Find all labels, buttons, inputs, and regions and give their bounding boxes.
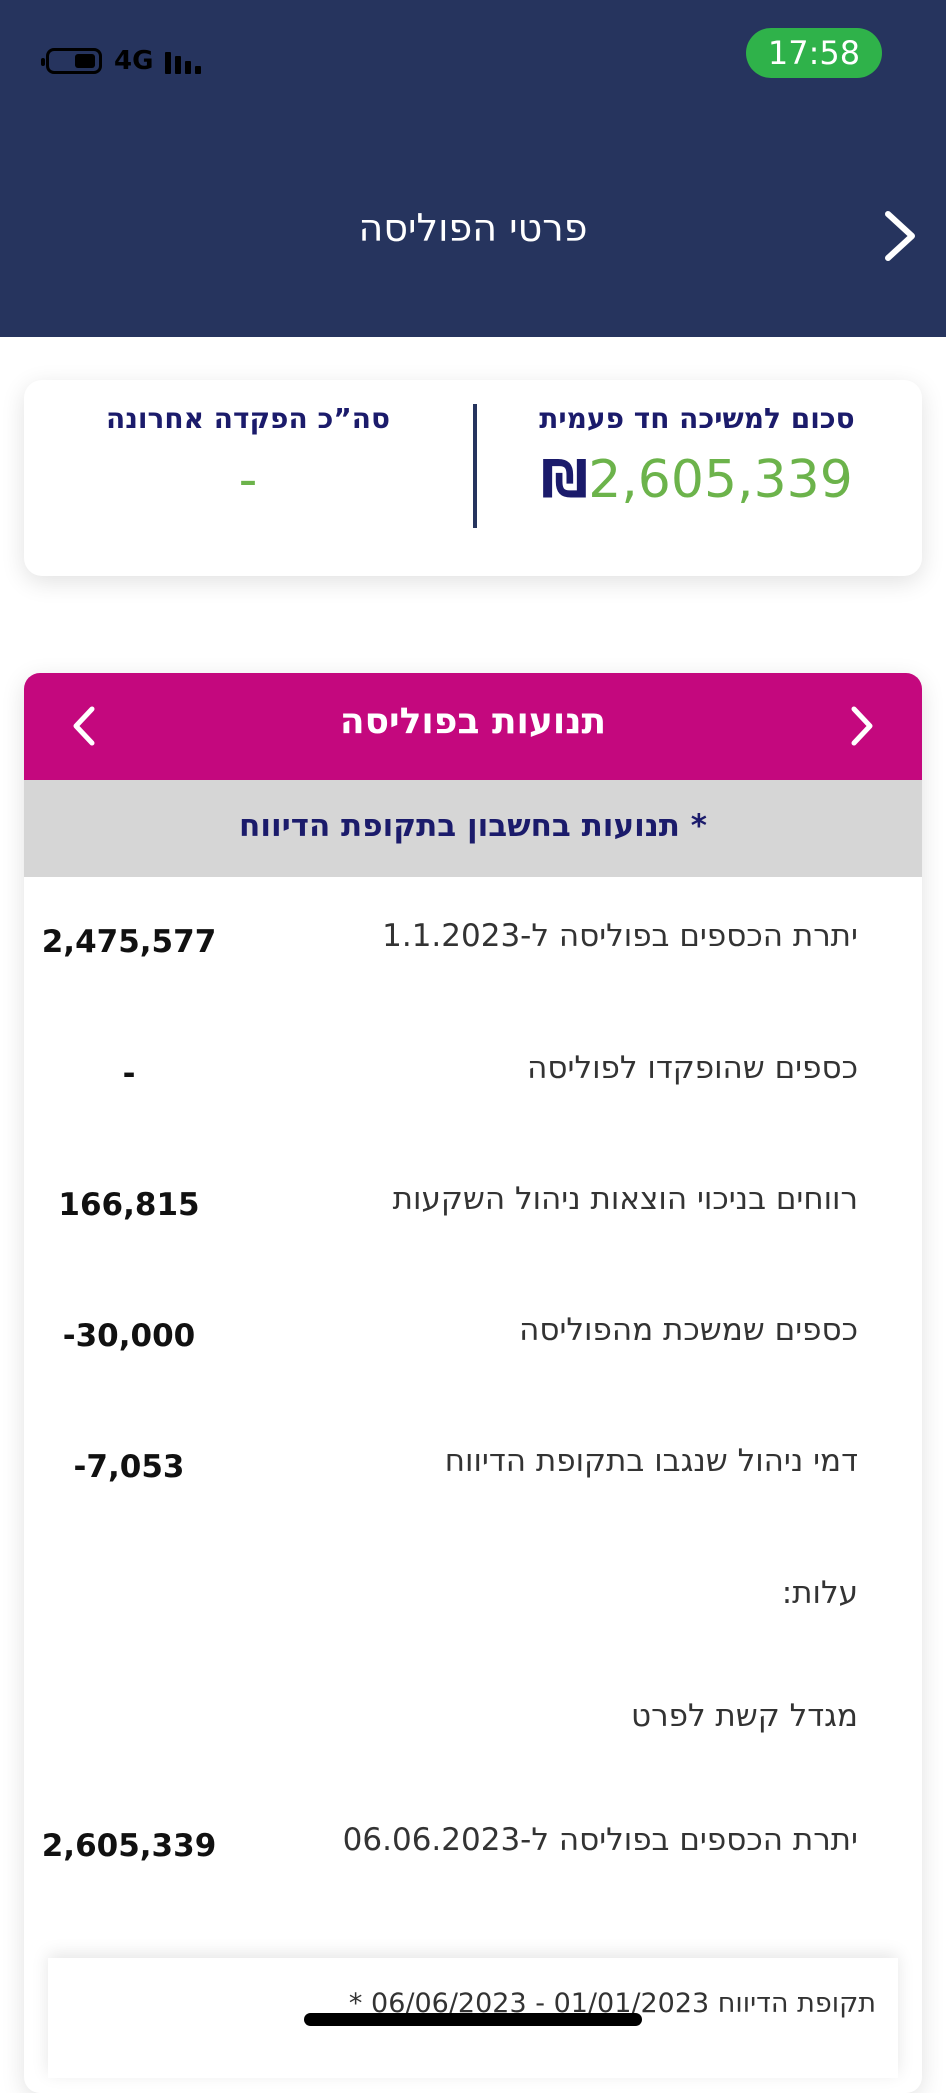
summary-divider bbox=[473, 404, 477, 528]
transactions-title: תנועות בפוליסה bbox=[339, 701, 607, 742]
table-row: רווחים בניכוי הוצאות ניהול השקעות 166,81… bbox=[24, 1181, 922, 1241]
withdrawal-amount: ₪2,605,339 bbox=[472, 450, 922, 510]
row-label: עלות: bbox=[781, 1575, 858, 1611]
row-value: 2,605,339 bbox=[41, 1828, 217, 1864]
table-row: דמי ניהול שנגבו בתקופת הדיווח -7,053 bbox=[24, 1443, 922, 1503]
transactions-subtitle: תנועות בחשבון בתקופת הדיווח * bbox=[239, 808, 707, 844]
row-label: כספים שמשכת מהפוליסה bbox=[519, 1312, 858, 1348]
back-button[interactable] bbox=[878, 208, 922, 264]
status-time: 17:58 bbox=[746, 28, 882, 78]
chevron-left-icon bbox=[73, 706, 95, 746]
transactions-subtitle-bar: תנועות בחשבון בתקופת הדיווח * bbox=[24, 780, 922, 877]
row-value: 2,475,577 bbox=[41, 924, 217, 960]
withdrawal-label: סכום למשיכה חד פעמית bbox=[539, 402, 855, 435]
row-value: -30,000 bbox=[62, 1318, 196, 1354]
chevron-right-icon bbox=[885, 211, 915, 261]
row-label: מגדל קשת לפרט bbox=[631, 1698, 858, 1734]
table-row: יתרת הכספים בפוליסה ל-06.06.2023 2,605,3… bbox=[24, 1822, 922, 1882]
table-row: כספים שהופקדו לפוליסה - bbox=[24, 1050, 922, 1110]
currency-symbol: ₪ bbox=[541, 450, 589, 510]
last-deposit-label: סה”כ הפקדה אחרונה bbox=[105, 402, 390, 435]
withdrawal-value: 2,605,339 bbox=[588, 450, 853, 510]
app-header: 4G 17:58 פרטי הפוליסה bbox=[0, 0, 946, 337]
table-row: עלות: bbox=[24, 1575, 922, 1635]
network-label: 4G bbox=[114, 46, 154, 76]
row-label: דמי ניהול שנגבו בתקופת הדיווח bbox=[444, 1443, 858, 1479]
chevron-right-icon bbox=[851, 706, 873, 746]
row-label: יתרת הכספים בפוליסה ל-06.06.2023 bbox=[342, 1822, 858, 1858]
table-row: יתרת הכספים בפוליסה ל-1.1.2023 2,475,577 bbox=[24, 918, 922, 978]
row-value: - bbox=[122, 1056, 136, 1092]
next-arrow-button[interactable] bbox=[840, 703, 880, 749]
battery-icon bbox=[41, 48, 102, 74]
row-value: 166,815 bbox=[58, 1187, 200, 1223]
last-deposit-value: - bbox=[238, 450, 258, 510]
status-indicators: 4G bbox=[41, 44, 202, 78]
transactions-header: תנועות בפוליסה bbox=[24, 673, 922, 780]
last-deposit-summary: סה”כ הפקדה אחרונה - bbox=[24, 380, 472, 576]
page-title: פרטי הפוליסה bbox=[358, 206, 588, 250]
row-value: -7,053 bbox=[73, 1449, 185, 1485]
table-row: כספים שמשכת מהפוליסה -30,000 bbox=[24, 1312, 922, 1372]
row-label: כספים שהופקדו לפוליסה bbox=[527, 1050, 858, 1086]
summary-card: סכום למשיכה חד פעמית ₪2,605,339 סה”כ הפק… bbox=[24, 380, 922, 576]
row-label: יתרת הכספים בפוליסה ל-1.1.2023 bbox=[382, 918, 858, 954]
table-row: מגדל קשת לפרט bbox=[24, 1698, 922, 1758]
prev-arrow-button[interactable] bbox=[66, 703, 106, 749]
signal-icon bbox=[165, 48, 202, 74]
home-indicator[interactable] bbox=[304, 2013, 642, 2026]
withdrawal-summary: סכום למשיכה חד פעמית ₪2,605,339 bbox=[472, 380, 922, 576]
row-label: רווחים בניכוי הוצאות ניהול השקעות bbox=[392, 1181, 858, 1217]
transactions-card: תנועות בפוליסה תנועות בחשבון בתקופת הדיו… bbox=[24, 673, 922, 2093]
